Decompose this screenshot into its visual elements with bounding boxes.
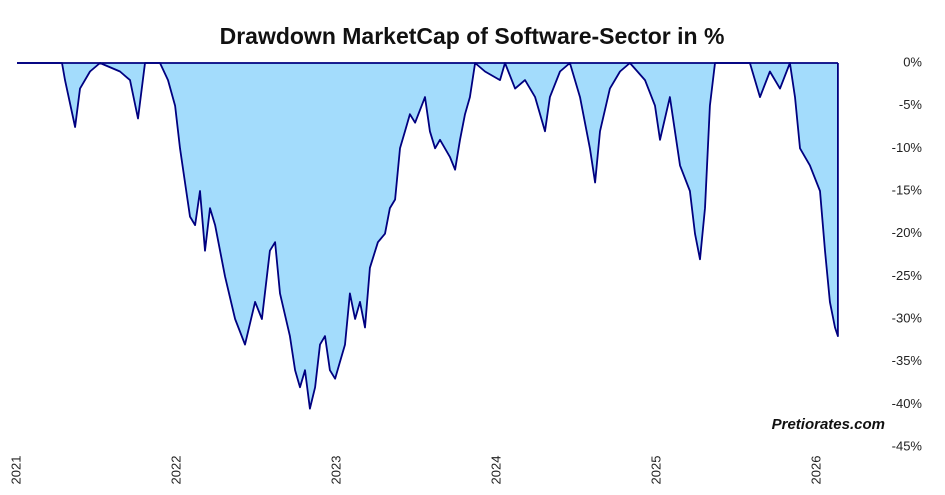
x-tick-label: 2026 <box>808 456 823 485</box>
y-tick-label: -40% <box>892 396 923 411</box>
x-tick-label: 2021 <box>8 456 23 485</box>
y-tick-label: -25% <box>892 268 923 283</box>
y-tick-label: -15% <box>892 182 923 197</box>
y-tick-label: -10% <box>892 140 923 155</box>
area <box>17 63 838 409</box>
y-tick-label: -5% <box>899 97 923 112</box>
x-tick-label: 2024 <box>488 456 503 485</box>
x-tick-label: 2022 <box>168 456 183 485</box>
y-tick-label: -20% <box>892 225 923 240</box>
chart-title: Drawdown MarketCap of Software-Sector in… <box>220 23 725 49</box>
y-tick-label: -30% <box>892 310 923 325</box>
line <box>17 62 839 410</box>
y-tick-label: -45% <box>892 438 923 453</box>
x-tick-label: 2023 <box>328 456 343 485</box>
watermark: Pretiorates.com <box>772 416 885 433</box>
y-tick-label: 0% <box>903 54 922 69</box>
x-tick-label: 2025 <box>648 456 663 485</box>
y-tick-label: -35% <box>892 353 923 368</box>
